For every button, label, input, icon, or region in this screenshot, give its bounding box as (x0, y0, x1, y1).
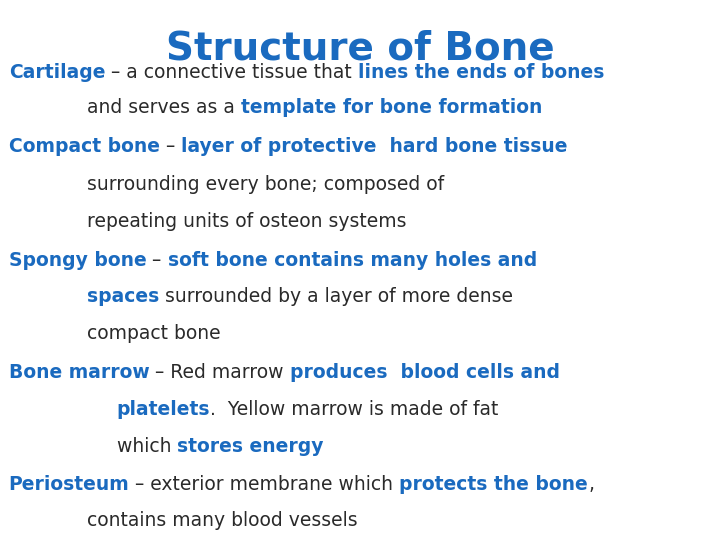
Text: stores energy: stores energy (177, 437, 324, 456)
Text: Compact bone: Compact bone (9, 137, 160, 156)
Text: Cartilage: Cartilage (9, 63, 105, 82)
Text: layer of protective  hard bone tissue: layer of protective hard bone tissue (181, 137, 567, 156)
Text: compact bone: compact bone (9, 324, 220, 343)
Text: repeating units of osteon systems: repeating units of osteon systems (9, 212, 406, 231)
Text: Structure of Bone: Structure of Bone (166, 30, 554, 68)
Text: spaces: spaces (86, 287, 159, 306)
Text: protects the bone: protects the bone (400, 475, 588, 494)
Text: and serves as a: and serves as a (9, 98, 240, 117)
Text: surrounding every bone; composed of: surrounding every bone; composed of (9, 175, 444, 194)
Text: –: – (160, 137, 181, 156)
Text: soft bone contains many holes and: soft bone contains many holes and (168, 251, 537, 269)
Text: ,: , (588, 475, 594, 494)
Text: –: – (146, 251, 168, 269)
Text: produces  blood cells and: produces blood cells and (290, 363, 560, 382)
Text: lines the ends of bones: lines the ends of bones (358, 63, 604, 82)
Text: contains many blood vessels: contains many blood vessels (9, 511, 357, 530)
Text: – Red marrow: – Red marrow (149, 363, 290, 382)
Text: platelets: platelets (117, 400, 210, 419)
Text: – exterior membrane which: – exterior membrane which (130, 475, 400, 494)
Text: template for bone formation: template for bone formation (240, 98, 542, 117)
Text: Spongy bone: Spongy bone (9, 251, 146, 269)
Text: Bone marrow: Bone marrow (9, 363, 149, 382)
Text: – a connective tissue that: – a connective tissue that (105, 63, 358, 82)
Text: Periosteum: Periosteum (9, 475, 130, 494)
Text: which: which (9, 437, 177, 456)
Text: surrounded by a layer of more dense: surrounded by a layer of more dense (159, 287, 513, 306)
Text: .  Yellow marrow is made of fat: . Yellow marrow is made of fat (210, 400, 498, 419)
